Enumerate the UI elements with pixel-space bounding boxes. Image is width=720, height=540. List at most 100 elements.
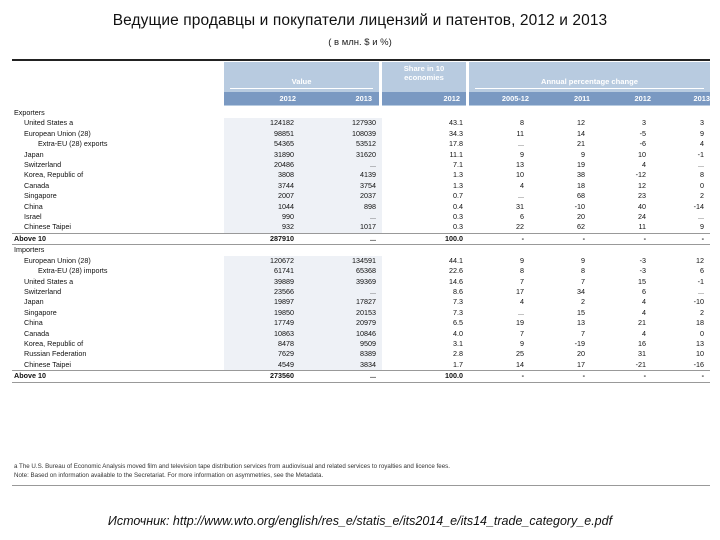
value-2013-cell: 17827 (300, 297, 382, 308)
table-body: Exporters United States a 124182 127930 43.1… (12, 108, 711, 383)
source-citation: Источник: http://www.wto.org/english/res… (107, 514, 613, 528)
change-2011-cell: 21 (577, 139, 585, 149)
change-2013-cell: 13 (696, 338, 705, 348)
years-band-value (224, 92, 379, 105)
value-2012-cell: 124182 (224, 118, 300, 129)
change-2011-cell: 7 (581, 276, 585, 286)
table-row: Singapore 19850 20153 7.3... 15 4 2 (12, 307, 710, 319)
change-2005-12-cell: 14 (516, 359, 524, 369)
change-2012-cell: -21 (635, 359, 646, 369)
change-2013-cell: 9 (700, 128, 705, 138)
change-2013-cell: 0 (700, 328, 705, 338)
total-value-2013-cell: ... (300, 370, 382, 383)
value-2012-cell: 8478 (224, 338, 300, 350)
change-2012-cell: 4 (642, 307, 646, 317)
economy-name: China (24, 201, 43, 211)
share-2012-cell: 43.1 (449, 118, 463, 128)
change-2011-cell: 62 (577, 222, 585, 232)
change-2005-12-cell: 4 (520, 180, 524, 190)
value-2013-cell: 898 (300, 201, 382, 213)
change-2013-cell: 12 (696, 255, 705, 265)
share-2012-cell: 4.0 (453, 328, 463, 338)
header-share-line2: economies (404, 73, 444, 82)
change-2012-cell: 15 (638, 276, 646, 286)
table-row: Canada 3744 3754 1.3 4 18 12 0 (12, 180, 710, 192)
change-2012-cell: 16 (638, 338, 646, 348)
table-row: Russian Federation 7629 8389 2.8 25 20 31 10 (12, 349, 710, 360)
change-2011-cell: 20 (577, 212, 585, 222)
change-2013-cell: 6 (700, 266, 705, 276)
change-2012-cell: -5 (639, 128, 646, 138)
change-2012-cell: 4 (642, 297, 646, 307)
change-2012-cell: -12 (635, 170, 646, 180)
change-2013-cell: 9 (700, 222, 705, 232)
value-2013-cell: 127930 (300, 118, 382, 129)
change-2011-cell: 9 (581, 255, 585, 265)
economy-name: Israel (24, 212, 42, 222)
value-2013-cell: ... (300, 212, 382, 223)
change-2013-cell: ... (698, 212, 705, 222)
value-2012-cell: 98851 (224, 128, 300, 140)
total-label: Above 10 (12, 232, 224, 246)
share-2012-cell: 22.6 (449, 266, 463, 276)
value-2012-cell: 31890 (224, 149, 300, 161)
section-header-row: Importers (12, 244, 711, 256)
change-2005-12-cell: 13 (516, 160, 524, 170)
value-2013-cell: 53512 (300, 139, 382, 150)
change-2012-cell: 3 (642, 118, 646, 128)
change-2013-cell: 4 (700, 139, 705, 149)
change-2013-cell: -14 (693, 201, 705, 211)
table-notes: a The U.S. Bureau of Economic Analysis m… (14, 462, 704, 480)
value-2012-cell: 19850 (224, 307, 300, 319)
value-2012-cell: 4549 (224, 359, 300, 371)
share-2012-cell: 7.1 (453, 160, 463, 170)
table-bottom-rule (12, 485, 710, 486)
economy-name: Chinese Taipei (24, 222, 72, 232)
table-row: Switzerland 23566... 8.6 17 34 6... (12, 286, 710, 298)
value-2013-cell: 4139 (300, 170, 382, 181)
change-2013-cell: -1 (697, 149, 705, 159)
change-2011-cell: -10 (574, 201, 585, 211)
share-2012-cell: 11.1 (449, 149, 463, 159)
table-row: Switzerland 20486... 7.1 13 19 4... (12, 160, 710, 171)
change-2005-12-cell: 4 (520, 297, 524, 307)
year-2013-value: 2013 (355, 94, 372, 103)
change-2011-cell: 7 (581, 328, 585, 338)
total-change-2012-cell: - (591, 232, 652, 246)
value-2013-cell: 108039 (300, 128, 382, 140)
change-2013-cell: ... (698, 286, 705, 296)
share-2012-cell: 14.6 (449, 276, 463, 286)
total-change-2013-cell: - (652, 232, 711, 246)
change-2012-cell: 10 (638, 149, 646, 159)
change-2012-cell: 31 (638, 349, 646, 359)
change-2011-cell: 68 (577, 191, 585, 201)
slide-subtitle: ( в млн. $ и %) (328, 37, 392, 48)
value-2013-cell: 3754 (300, 180, 382, 192)
table-row: Extra-EU (28) imports 61741 65368 22.6 8 8 -3 6 (12, 266, 710, 277)
share-2012-cell: 1.3 (453, 170, 463, 180)
table-row: China 1044 898 0.4 31 -10 40 -14 (12, 201, 710, 213)
change-2013-cell: 2 (700, 307, 705, 317)
change-2013-cell: -1 (697, 276, 705, 286)
value-2013-cell: 31620 (300, 149, 382, 161)
license-trade-table: Exporters United States a 124182 127930 43.1… (12, 108, 711, 383)
economy-name: Singapore (24, 191, 57, 201)
value-2012-cell: 3744 (224, 180, 300, 192)
table-top-rule (12, 59, 710, 61)
change-2012-cell: 6 (642, 286, 646, 296)
value-2013-cell: 134591 (300, 255, 382, 267)
value-2012-cell: 10863 (224, 328, 300, 339)
change-2011-cell: 18 (577, 180, 585, 190)
total-value-2012-cell: 287910 (224, 232, 300, 246)
total-change-2012-cell: - (591, 370, 652, 383)
total-share-2012-cell: 100.0 (382, 370, 469, 383)
change-2013-cell: ... (698, 160, 705, 170)
change-2005-12-cell: 6 (520, 212, 524, 222)
change-2011-cell: 13 (577, 318, 585, 328)
change-2011-cell: 15 (577, 307, 585, 317)
total-row: Above 10 287910... 100.0- - - - (12, 232, 711, 246)
table-row: Chinese Taipei 4549 3834 1.7 14 17 -21 -16 (12, 359, 710, 371)
value-2013-cell: ... (300, 286, 382, 298)
economy-name: European Union (28) (24, 255, 91, 265)
share-2012-cell: 1.3 (453, 180, 463, 190)
